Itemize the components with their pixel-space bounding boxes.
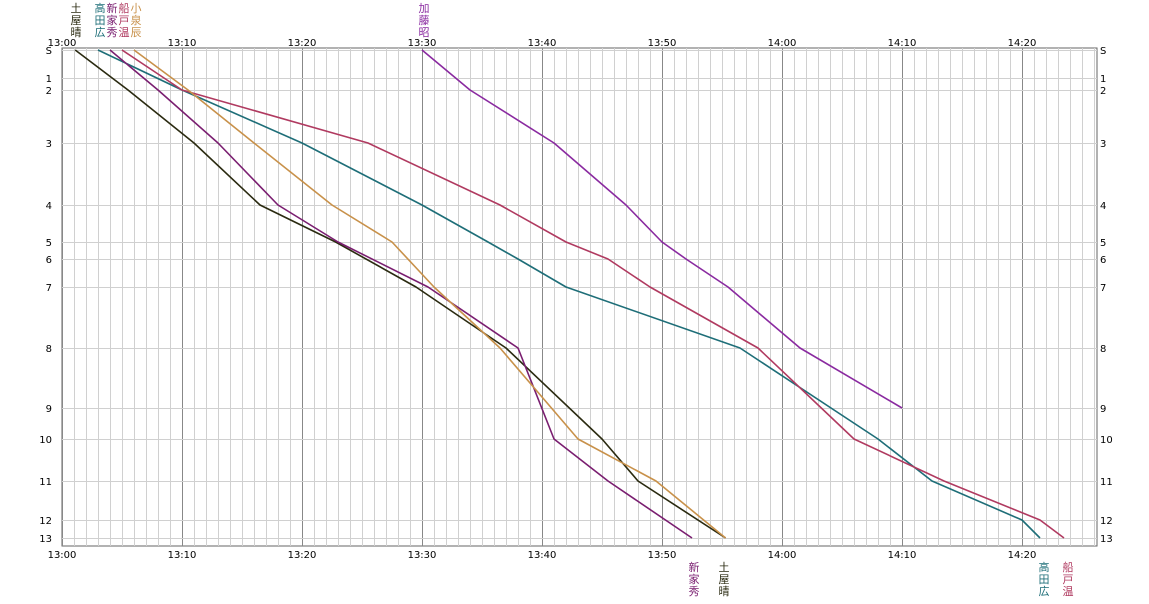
y-tick-label-right: 2: [1100, 86, 1106, 97]
y-tick-label-right: 9: [1100, 404, 1106, 415]
x-tick-label-top: 14:20: [1008, 38, 1037, 49]
y-tick-label-left: 4: [46, 201, 52, 212]
series-lines: [74, 49, 1065, 539]
series-line: [109, 49, 693, 539]
x-tick-label-top: 13:50: [648, 38, 677, 49]
runner-label-bottom: 家: [689, 572, 700, 586]
x-tick-label-top: 13:00: [48, 38, 77, 49]
y-tick-label-right: 6: [1100, 255, 1106, 266]
y-tick-label-left: 11: [39, 477, 52, 488]
y-tick-label-right: 13: [1100, 534, 1113, 545]
runner-label-top: 家: [107, 13, 118, 27]
runner-label-top: 昭: [419, 26, 430, 39]
y-tick-label-right: 1: [1100, 74, 1106, 85]
x-tick-label-bottom: 13:20: [288, 550, 317, 561]
y-tick-label-left: 7: [46, 283, 52, 294]
x-tick-label-top: 13:30: [408, 38, 437, 49]
runner-label-top: 加: [419, 2, 430, 15]
y-tick-label-left: 5: [46, 238, 52, 249]
y-tick-label-left: 3: [46, 139, 52, 150]
runner-label-top: 温: [119, 26, 130, 39]
x-tick-label-bottom: 13:10: [168, 550, 197, 561]
y-tick-label-right: 4: [1100, 201, 1106, 212]
series-line: [97, 49, 1041, 539]
x-tick-label-bottom: 13:50: [648, 550, 677, 561]
y-tick-label-left: 8: [46, 344, 52, 355]
series-line: [121, 49, 1065, 539]
x-tick-label-bottom: 13:40: [528, 550, 557, 561]
y-tick-label-right: 5: [1100, 238, 1106, 249]
runner-label-top: 戸: [119, 14, 130, 27]
y-tick-label-right: 10: [1100, 435, 1113, 446]
y-tick-label-left: 6: [46, 255, 52, 266]
y-tick-label-right: 3: [1100, 139, 1106, 150]
runner-label-bottom: 高: [1039, 560, 1050, 574]
y-tick-label-right: 7: [1100, 283, 1106, 294]
plot-frame: [61, 47, 1098, 547]
runner-label-top: 秀: [107, 26, 118, 39]
x-tick-label-bottom: 13:00: [48, 550, 77, 561]
y-tick-label-right: 11: [1100, 477, 1113, 488]
runner-label-bottom: 広: [1039, 585, 1050, 598]
y-tick-label-left: 2: [46, 86, 52, 97]
tick-labels: 13:00 13:00 13:10 13:10 13:20 13:20 13:30 13:30…: [39, 38, 1112, 561]
x-tick-label-top: 14:10: [888, 38, 917, 49]
y-tick-label-right: S: [1100, 46, 1106, 57]
x-tick-label-bottom: 13:30: [408, 550, 437, 561]
y-tick-label-left: 13: [39, 534, 52, 545]
y-tick-label-left: S: [46, 46, 52, 57]
runner-label-top: 船: [119, 1, 130, 15]
runner-label-bottom: 新: [689, 560, 700, 574]
runner-label-top: 高: [95, 1, 106, 15]
runner-label-bottom: 戸: [1063, 573, 1074, 586]
y-tick-label-right: 8: [1100, 344, 1106, 355]
x-tick-label-bottom: 14:20: [1008, 550, 1037, 561]
runner-label-bottom: 船: [1063, 560, 1074, 574]
y-tick-label-left: 10: [39, 435, 52, 446]
runner-label-top: 小: [131, 2, 142, 15]
x-tick-label-bottom: 14:00: [768, 550, 797, 561]
runner-label-bottom: 土: [719, 561, 730, 574]
runner-label-top: 田: [95, 14, 106, 27]
series-line: [133, 49, 727, 539]
runner-label-bottom: 秀: [689, 585, 700, 598]
x-tick-label-bottom: 14:10: [888, 550, 917, 561]
runner-label-top: 屋: [71, 14, 82, 27]
runner-label-top: 土: [71, 2, 82, 15]
x-tick-label-top: 14:00: [768, 38, 797, 49]
y-tick-label-left: 9: [46, 404, 52, 415]
grid-layer: [61, 47, 1098, 547]
series-line: [74, 49, 727, 539]
runner-label-top: 藤: [419, 14, 430, 27]
x-tick-label-top: 13:40: [528, 38, 557, 49]
runner-label-top: 広: [95, 26, 106, 39]
runner-label-bottom: 田: [1039, 573, 1050, 586]
runner-label-top: 新: [107, 1, 118, 15]
runner-label-bottom: 晴: [719, 585, 730, 598]
runner-label-top: 晴: [71, 26, 82, 39]
x-tick-label-top: 13:10: [168, 38, 197, 49]
runner-label-top: 辰: [131, 26, 142, 39]
runner-label-bottom: 屋: [719, 573, 730, 586]
x-tick-label-top: 13:20: [288, 38, 317, 49]
y-tick-label-left: 12: [39, 516, 52, 527]
runner-label-top: 泉: [131, 13, 142, 27]
y-tick-label-right: 12: [1100, 516, 1113, 527]
y-tick-label-left: 1: [46, 74, 52, 85]
series-line: [421, 49, 903, 409]
runner-label-bottom: 温: [1063, 585, 1074, 598]
